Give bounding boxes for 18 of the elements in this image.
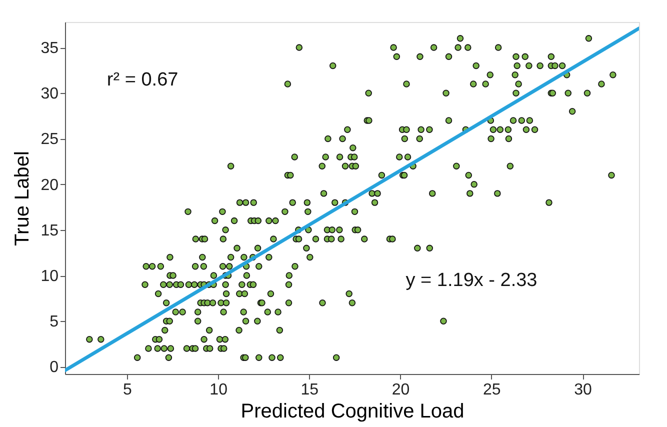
x-tick-label: 25 bbox=[483, 382, 501, 398]
annotation: y = 1.19x - 2.33 bbox=[406, 270, 538, 292]
y-tick-label: 25 bbox=[40, 131, 59, 148]
y-tick-label: 10 bbox=[40, 268, 59, 286]
y-tick-label: 35 bbox=[40, 40, 59, 58]
y-tick-label: 5 bbox=[50, 314, 59, 331]
x-tick-label: 15 bbox=[300, 382, 319, 398]
y-tick-label: 30 bbox=[40, 86, 59, 103]
y-tick-label: 20 bbox=[40, 176, 59, 194]
annotation: r² = 0.67 bbox=[106, 69, 178, 90]
x-tick-label: 20 bbox=[392, 382, 410, 398]
y-axis-title: True Label bbox=[12, 151, 34, 246]
x-tick-label: 30 bbox=[574, 382, 592, 398]
y-tick-label: 0 bbox=[50, 359, 59, 376]
x-tick-label: 10 bbox=[210, 382, 228, 398]
y-tick-label: 15 bbox=[40, 222, 59, 240]
x-axis-title: Predicted Cognitive Load bbox=[240, 400, 464, 422]
x-tick-label: 5 bbox=[123, 382, 132, 398]
